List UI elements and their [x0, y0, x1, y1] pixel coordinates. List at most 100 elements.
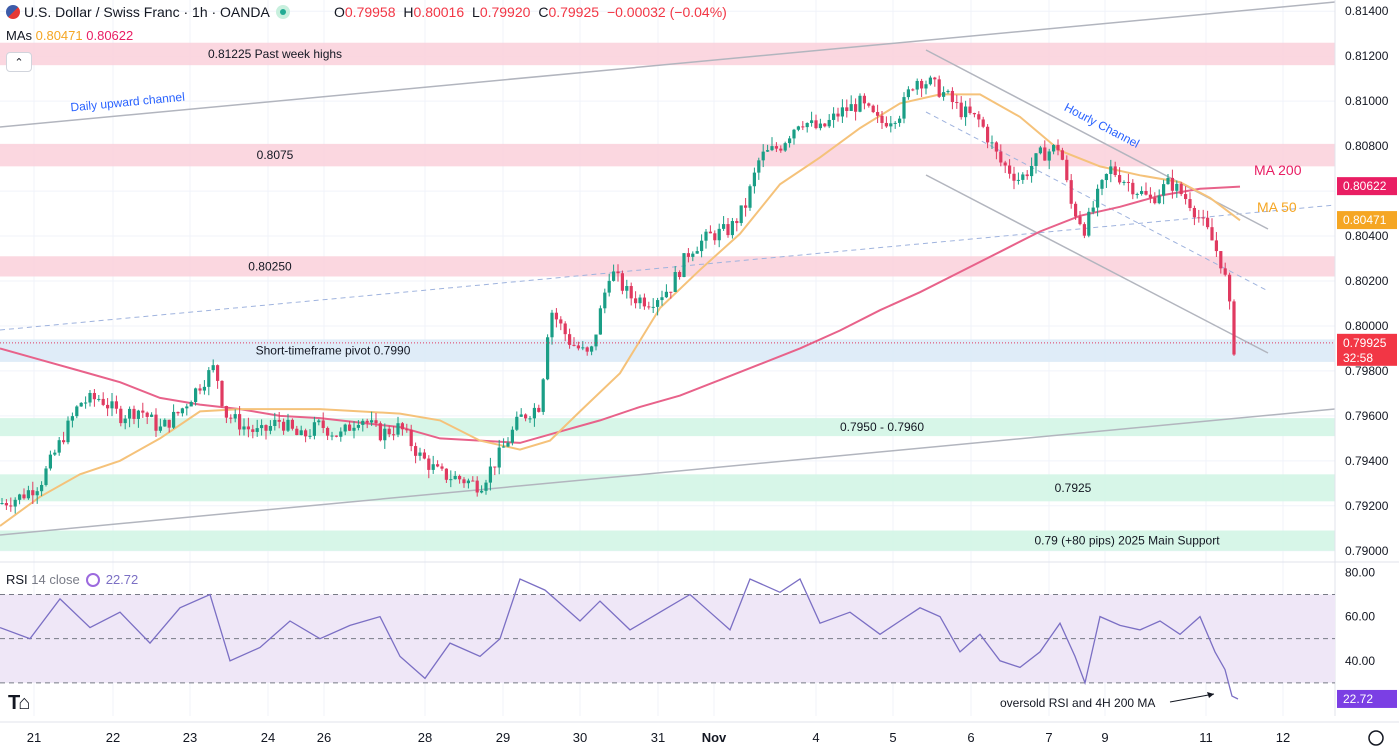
candle-body: [955, 102, 959, 104]
candle-body: [832, 113, 836, 120]
x-tick-label: 24: [261, 730, 275, 745]
candle-body: [475, 480, 479, 493]
candle-body: [246, 426, 250, 430]
ohlc-readout: O0.79958 H0.80016 L0.79920 C0.79925 −0.0…: [334, 4, 727, 20]
rsi-params: 14 close: [31, 572, 80, 587]
candle-body: [392, 434, 396, 436]
candle-body: [31, 490, 35, 496]
candle-body: [365, 420, 369, 423]
candle-body: [57, 440, 61, 453]
candle-body: [493, 466, 497, 468]
candle-body: [1052, 144, 1056, 152]
candle-body: [458, 475, 462, 480]
candle-body: [532, 407, 536, 419]
rsi-value-badge-bg: [1337, 689, 1397, 708]
candle-body: [766, 150, 770, 152]
candle-body: [176, 411, 180, 414]
collapse-legend-button[interactable]: ⌃: [6, 52, 32, 72]
candle-body: [1118, 175, 1122, 183]
candle-body: [1047, 151, 1051, 161]
candle-body: [568, 334, 572, 345]
ma200-label: MA 200: [1254, 162, 1302, 178]
candle-body: [770, 146, 774, 151]
candle-body: [308, 435, 312, 437]
candle-body: [449, 479, 453, 481]
x-tick-label: 23: [183, 730, 197, 745]
candle-body: [854, 104, 858, 112]
mas-legend[interactable]: MAs 0.80471 0.80622: [6, 28, 133, 43]
candle-body: [726, 224, 730, 236]
candle-body: [656, 300, 660, 307]
candle-body: [326, 427, 330, 436]
candle-body: [651, 306, 655, 308]
candle-body: [1082, 224, 1086, 236]
rsi-legend[interactable]: RSI 14 close 22.72: [6, 572, 138, 587]
candle-body: [106, 404, 110, 409]
x-tick-label: 5: [889, 730, 896, 745]
candle-body: [22, 494, 26, 499]
candle-body: [748, 186, 752, 208]
symbol-title: U.S. Dollar / Swiss Franc · 1h · OANDA: [24, 4, 270, 20]
candle-body: [70, 416, 74, 421]
symbol-header[interactable]: U.S. Dollar / Swiss Franc · 1h · OANDA: [6, 4, 296, 20]
candle-body: [1232, 301, 1236, 355]
candle-body: [1166, 177, 1170, 185]
candle-body: [541, 379, 545, 412]
zone-label: 0.8075: [257, 148, 294, 162]
candle-body: [695, 251, 699, 254]
candle-body: [700, 240, 704, 252]
zone-label: 0.79 (+80 pips) 2025 Main Support: [1034, 534, 1220, 548]
candle-body: [1043, 147, 1047, 161]
candle-body: [893, 122, 897, 124]
candle-body: [585, 347, 589, 352]
candle-body: [616, 271, 620, 274]
candle-body: [374, 420, 378, 424]
candle-body: [466, 480, 470, 484]
x-tick-label: Nov: [702, 730, 727, 745]
candle-body: [1069, 180, 1073, 204]
candle-body: [62, 440, 66, 443]
candle-body: [154, 414, 158, 431]
settings-gear-icon[interactable]: [1368, 730, 1384, 746]
candle-body: [1113, 166, 1117, 176]
candle-body: [669, 291, 673, 293]
candle-body: [167, 419, 171, 428]
candle-body: [370, 420, 374, 423]
candle-body: [774, 146, 778, 149]
candle-body: [172, 411, 176, 428]
candle-body: [968, 106, 972, 113]
candle-body: [788, 138, 792, 144]
candle-body: [550, 312, 554, 338]
candle-body: [444, 468, 448, 480]
y-tick-label: 0.81400: [1345, 4, 1389, 18]
candle-body: [290, 419, 294, 429]
candle-body: [348, 424, 352, 431]
x-tick-label: 4: [812, 730, 819, 745]
candle-body: [0, 503, 4, 505]
candle-body: [757, 160, 761, 173]
candle-body: [97, 398, 101, 400]
candle-body: [528, 418, 532, 420]
candle-body: [1188, 199, 1192, 208]
rsi-value-badge: 22.72: [1343, 692, 1373, 706]
candle-body: [128, 408, 132, 419]
candle-body: [999, 151, 1003, 163]
candle-body: [818, 123, 822, 129]
zone-label: Short-timeframe pivot 0.7990: [256, 344, 411, 358]
zone-pivot: [0, 339, 1335, 362]
candle-body: [1074, 203, 1078, 217]
candle-body: [682, 253, 686, 277]
candle-body: [334, 435, 338, 437]
usd-chf-flag-icon: [6, 5, 20, 19]
x-tick-label: 11: [1199, 730, 1213, 745]
candle-body: [546, 337, 550, 380]
zone-support: [0, 418, 1335, 437]
candle-body: [537, 407, 541, 412]
ma200-value: 0.80622: [86, 28, 134, 43]
candle-body: [114, 401, 118, 409]
candle-body: [185, 406, 189, 409]
candle-body: [1135, 193, 1139, 195]
candle-body: [678, 272, 682, 277]
y-tick-label: 0.79200: [1345, 499, 1389, 513]
